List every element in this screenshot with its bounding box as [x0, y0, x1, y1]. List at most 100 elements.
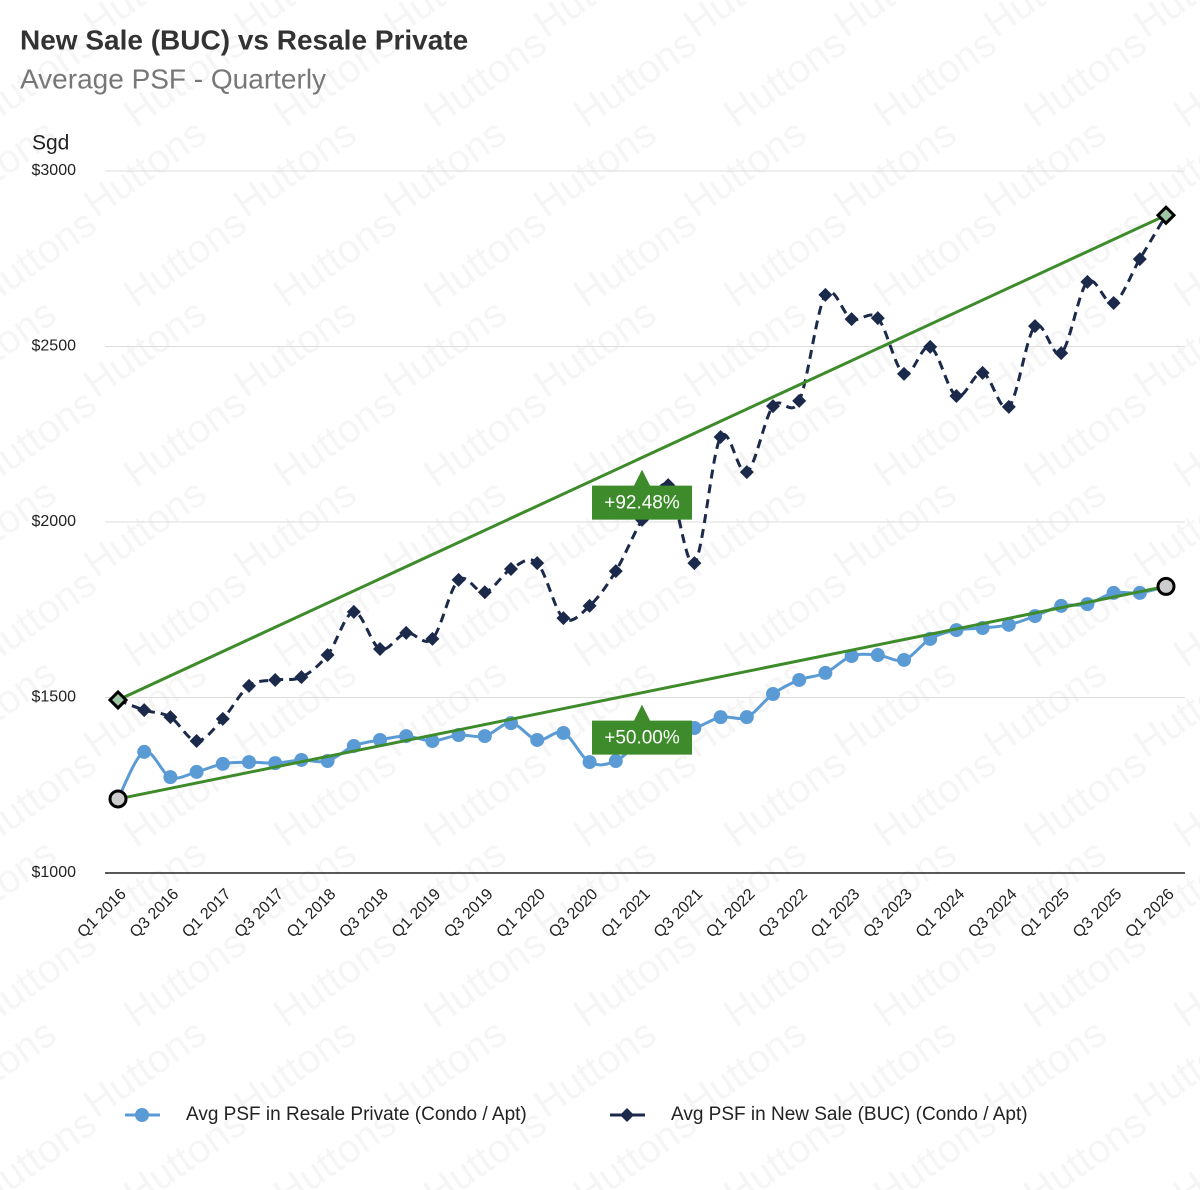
- point: [608, 754, 623, 769]
- point: [425, 734, 440, 749]
- point: [1028, 319, 1042, 334]
- watermark: Huttons: [526, 0, 664, 46]
- watermark: Huttons: [1166, 561, 1200, 676]
- point: [582, 755, 597, 770]
- point: [346, 604, 361, 619]
- point: [687, 556, 702, 571]
- point: [975, 365, 990, 380]
- point: [530, 556, 545, 571]
- chart-subtitle: Average PSF - Quarterly: [20, 63, 326, 94]
- watermark: Huttons: [1166, 1101, 1200, 1190]
- annotation-label: +92.48%: [604, 493, 680, 514]
- y-tick-label: $3000: [32, 162, 77, 179]
- point: [1080, 274, 1095, 289]
- point: [477, 585, 492, 600]
- point: [923, 339, 938, 354]
- y-tick-label: $1500: [32, 689, 77, 706]
- point: [818, 287, 833, 302]
- point: [477, 729, 492, 744]
- watermark: Huttons: [0, 381, 104, 496]
- y-tick-label: $2500: [32, 338, 77, 355]
- watermark: Huttons: [0, 561, 104, 676]
- point: [451, 572, 466, 587]
- point: [1106, 295, 1121, 310]
- point: [556, 725, 571, 740]
- point: [242, 678, 256, 693]
- watermark: Huttons: [1166, 381, 1200, 496]
- point: [844, 649, 859, 664]
- legend-label: Avg PSF in New Sale (BUC) (Condo / Apt): [671, 1104, 1028, 1125]
- point: [373, 642, 387, 657]
- watermark: Huttons: [0, 831, 64, 946]
- watermark: Huttons: [0, 741, 104, 856]
- watermark: Huttons: [826, 0, 964, 46]
- point: [137, 703, 152, 718]
- point: [189, 764, 204, 779]
- point: [844, 312, 859, 327]
- point: [949, 388, 964, 403]
- point: [399, 625, 414, 640]
- point: [320, 648, 335, 663]
- point: [530, 732, 545, 747]
- annotation-box: [592, 704, 692, 755]
- watermark: Huttons: [676, 0, 814, 46]
- point: [1132, 252, 1147, 267]
- watermark: Huttons: [0, 201, 104, 316]
- point: [766, 399, 780, 414]
- legend-marker: [135, 1108, 149, 1122]
- chart-title: New Sale (BUC) vs Resale Private: [20, 24, 468, 55]
- point: [1001, 399, 1016, 414]
- point: [582, 598, 597, 613]
- watermark: Huttons: [0, 1101, 104, 1190]
- legend-marker: [620, 1108, 634, 1122]
- watermark: Huttons: [976, 0, 1114, 46]
- point: [713, 710, 728, 725]
- point: [294, 670, 309, 685]
- point: [1001, 617, 1016, 632]
- point: [215, 756, 230, 771]
- y-tick-label: $1000: [32, 864, 77, 881]
- point: [1054, 346, 1069, 361]
- point: [268, 672, 283, 687]
- point: [870, 648, 885, 663]
- point: [189, 734, 204, 749]
- point: [739, 710, 754, 725]
- point: [107, 689, 129, 711]
- point: [504, 562, 518, 577]
- point: [556, 611, 571, 626]
- trend-line: [117, 213, 1167, 702]
- watermark: Huttons: [1166, 741, 1200, 856]
- point: [108, 789, 128, 809]
- annotation-box: [592, 469, 692, 520]
- point: [792, 672, 807, 687]
- y-tick-label: $2000: [32, 513, 77, 530]
- point: [792, 393, 807, 408]
- watermark: Huttons: [1166, 21, 1200, 136]
- point: [163, 710, 178, 725]
- point: [713, 430, 728, 445]
- point: [1156, 576, 1176, 596]
- trend-line: [117, 584, 1167, 801]
- point: [897, 366, 911, 381]
- annotation-label: +50.00%: [604, 728, 680, 749]
- point: [897, 652, 911, 667]
- watermark: Huttons: [1016, 1101, 1154, 1190]
- legend-label: Avg PSF in Resale Private (Condo / Apt): [186, 1104, 527, 1125]
- point: [608, 564, 623, 579]
- point: [215, 711, 230, 726]
- point: [242, 755, 256, 770]
- watermark: Huttons: [0, 651, 64, 766]
- watermark: Huttons: [1166, 921, 1200, 1036]
- point: [739, 465, 754, 480]
- point: [766, 686, 780, 701]
- y-axis-title: Sgd: [32, 132, 69, 155]
- point: [137, 744, 152, 759]
- watermark: Huttons: [0, 1011, 64, 1126]
- point: [870, 311, 885, 326]
- point: [1155, 205, 1177, 226]
- point: [818, 665, 833, 680]
- point: [163, 770, 178, 785]
- point: [425, 631, 440, 646]
- point: [373, 732, 387, 747]
